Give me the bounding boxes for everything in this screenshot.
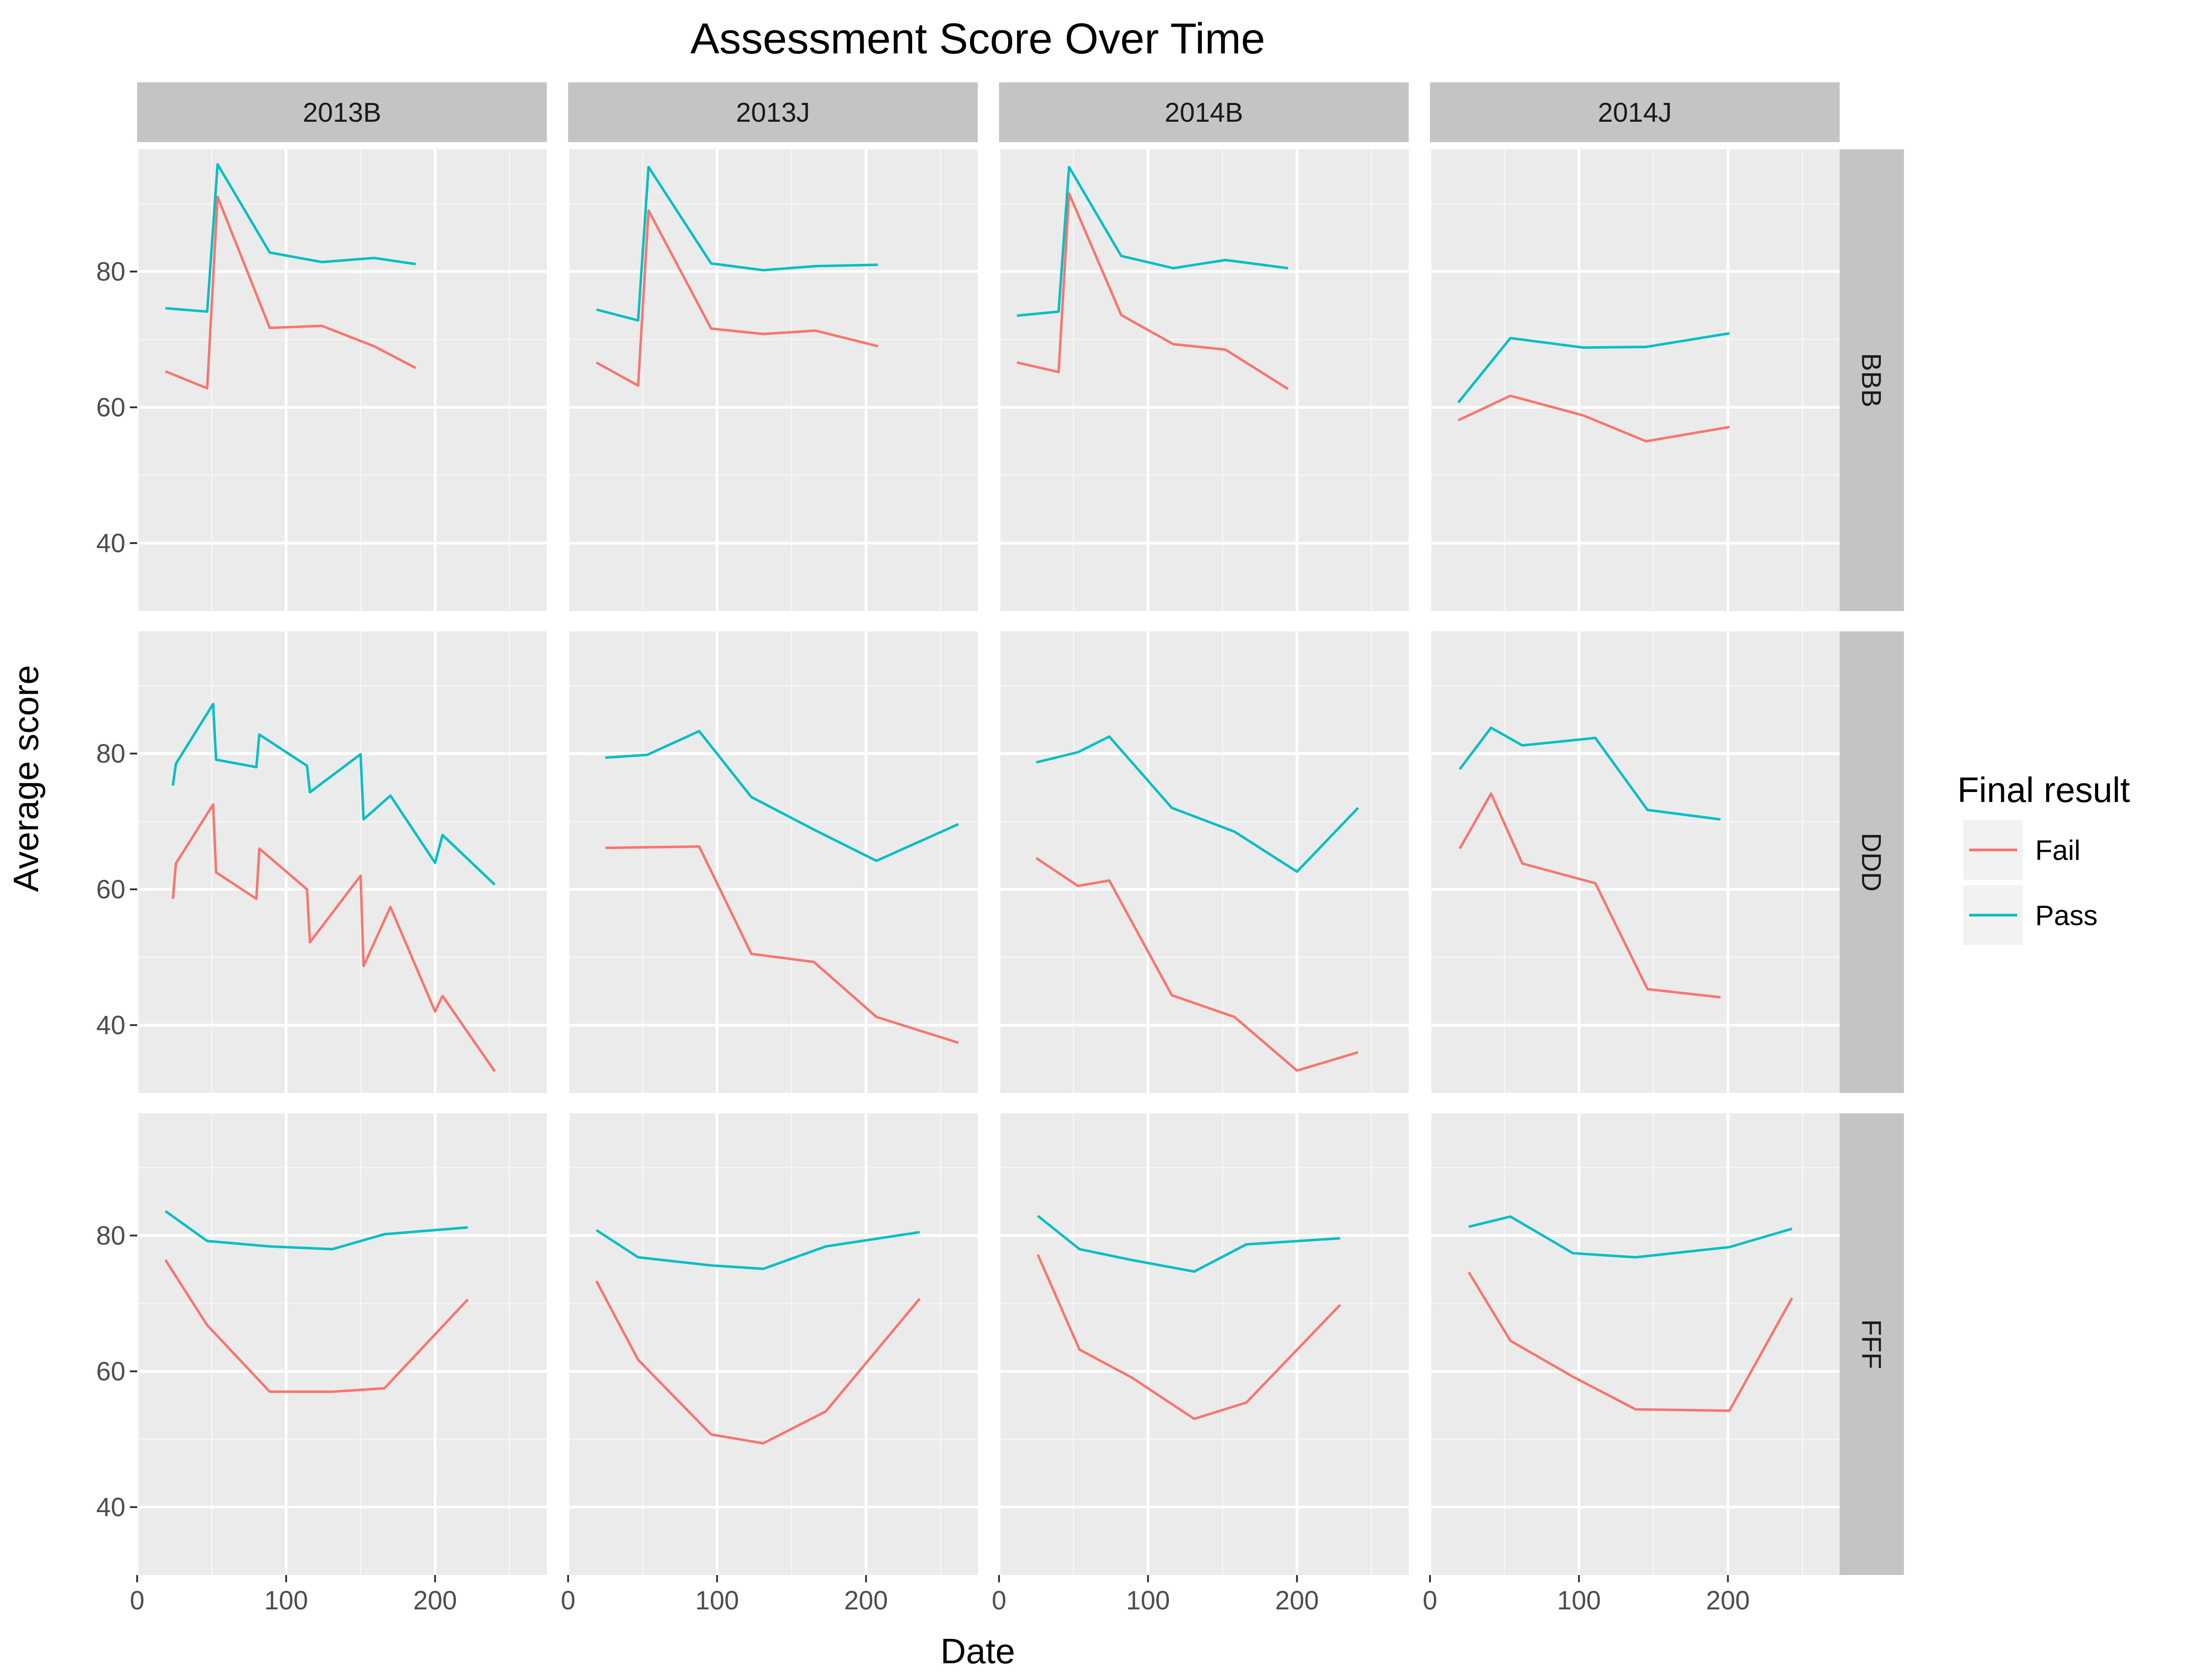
series-line-pass [596,1229,920,1270]
facet-panel: 0 100 200 [1423,1113,1840,1615]
series-line-fail [1459,792,1721,999]
facet-panel [567,631,978,1093]
column-strip-label: 2014J [1598,97,1672,128]
series-line-fail [164,1259,469,1393]
panel-background [568,149,978,611]
series-line-fail [172,803,496,1072]
series-line-fail [1016,192,1289,390]
facet-panel [1429,631,1840,1093]
series-line-pass [1457,332,1730,404]
facet-panel [998,149,1409,611]
row-strip-label: FFF [1856,1319,1887,1369]
series-line-fail [1468,1271,1793,1412]
x-tick-label: 200 [1275,1586,1319,1615]
series-line-fail [1458,394,1730,443]
column-strip [568,82,978,142]
facet-panel: 0 100 200 [561,1113,978,1615]
y-tick-label: 80 [96,739,125,768]
series-line-fail [165,196,416,390]
series-line-fail [1035,857,1358,1072]
facet-panel: 0 100 200 [992,1113,1409,1615]
column-strip [137,82,547,142]
y-tick-label: 60 [96,393,125,422]
x-tick-label: 200 [413,1586,457,1615]
row-strip-label: BBB [1856,353,1887,407]
y-tick-label: 60 [96,1357,125,1386]
panel-background [568,1113,978,1575]
panel-background [999,1113,1409,1575]
x-tick-label: 0 [561,1586,575,1615]
x-tick-label: 100 [1126,1586,1170,1615]
x-tick-label: 200 [844,1586,888,1615]
facet-panels: 2013B 2013J 2014B 2014J BBB DDD FFF 40 60 80 40 60 8… [96,82,1904,1615]
series-line-pass [165,163,416,313]
facet-panel: 40 60 80 [96,631,547,1093]
legend-label: Pass [2035,900,2098,931]
column-strip-label: 2013B [303,97,382,128]
column-strip-label: 2013J [736,97,810,128]
row-strip [1839,149,1904,611]
series-line-pass [605,730,959,862]
x-tick-label: 0 [1423,1586,1437,1615]
panel-background [1430,631,1840,1093]
row-strip [1839,1113,1904,1575]
series-line-fail [605,845,959,1044]
panel-background [999,631,1409,1093]
facet-panel: 40 60 80 [96,149,547,611]
series-line-pass [1036,735,1359,873]
legend-label: Fail [2035,835,2080,866]
column-strip [1430,82,1840,142]
series-line-pass [1468,1215,1793,1259]
column-strip-label: 2014B [1165,97,1243,128]
y-tick-label: 60 [96,875,125,904]
facet-panel [567,149,978,611]
panel-background [1430,1113,1840,1575]
series-line-pass [172,702,496,886]
series-line-fail [1037,1254,1341,1420]
x-tick-label: 0 [130,1586,144,1615]
panel-background [137,631,547,1093]
series-line-pass [596,166,878,322]
x-tick-label: 200 [1706,1586,1750,1615]
y-tick-label: 40 [96,1493,125,1522]
column-strip [999,82,1409,142]
series-line-pass [1037,1215,1340,1273]
y-tick-label: 40 [96,529,125,558]
series-line-pass [1459,726,1721,821]
y-tick-label: 80 [96,1221,125,1250]
x-tick-label: 100 [695,1586,739,1615]
panel-background [568,631,978,1093]
legend-title: Final result [1957,770,2130,810]
series-line-fail [595,1280,921,1445]
facet-panel: 40 60 80 0 100 200 [96,1113,547,1615]
row-strip-label: DDD [1856,833,1887,892]
panel-background [137,149,547,611]
facet-panel [1429,149,1840,611]
x-tick-label: 0 [992,1586,1006,1615]
series-line-pass [164,1210,468,1250]
x-tick-label: 100 [1557,1586,1601,1615]
chart-title: Assessment Score Over Time [690,14,1265,63]
y-axis-title: Average score [6,665,46,892]
y-tick-label: 80 [96,257,125,286]
legend: Final result Fail Pass [1957,770,2130,945]
panel-background [137,1113,547,1575]
y-tick-label: 40 [96,1011,125,1040]
x-axis-title: Date [941,1631,1015,1671]
row-strip [1839,631,1904,1093]
x-tick-label: 100 [264,1586,308,1615]
series-line-pass [1017,166,1288,317]
series-line-fail [596,209,879,387]
facet-panel [998,631,1409,1093]
panel-background [1430,149,1840,611]
